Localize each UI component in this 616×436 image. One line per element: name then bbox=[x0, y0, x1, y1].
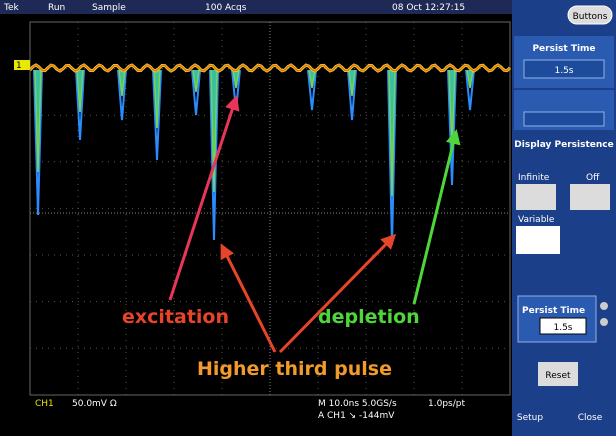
oscilloscope-screen: Tek Run Sample 100 Acqs 08 Oct 12:27:15 … bbox=[0, 0, 616, 436]
readout: A CH1 ↘ -144mV bbox=[318, 411, 395, 421]
readout: 1.0ps/pt bbox=[428, 399, 465, 409]
panel-label: Persist Time bbox=[522, 306, 585, 316]
status-text: Tek bbox=[3, 3, 20, 13]
button-text[interactable]: Setup bbox=[517, 413, 543, 423]
panel-value: 1.5s bbox=[554, 66, 573, 76]
status-text: Run bbox=[48, 3, 65, 13]
blank-field bbox=[524, 112, 604, 126]
status-text: Sample bbox=[92, 3, 126, 13]
knob-indicator bbox=[600, 302, 608, 310]
variable-button[interactable] bbox=[516, 226, 560, 254]
knob-indicator bbox=[600, 318, 608, 326]
readout: M 10.0ns 5.0GS/s bbox=[318, 399, 397, 409]
status-text: 08 Oct 12:27:15 bbox=[392, 3, 465, 13]
readout: CH1 bbox=[35, 399, 54, 409]
button-text[interactable]: Close bbox=[578, 413, 603, 423]
option-label: Variable bbox=[518, 215, 555, 225]
annotation: excitation bbox=[122, 306, 229, 328]
infinite-button[interactable] bbox=[516, 184, 556, 210]
button-text: Reset bbox=[545, 371, 571, 381]
panel-label: Persist Time bbox=[532, 44, 595, 54]
option-label: Infinite bbox=[518, 173, 550, 183]
readout: 50.0mV Ω bbox=[72, 399, 117, 409]
status-text: 100 Acqs bbox=[205, 3, 247, 13]
button-text: Buttons bbox=[573, 12, 608, 22]
option-label: Off bbox=[586, 173, 600, 183]
annotation: Higher third pulse bbox=[197, 358, 392, 380]
channel-marker-text: 1 bbox=[16, 61, 22, 71]
panel-value: 1.5s bbox=[553, 323, 572, 333]
off-button[interactable] bbox=[570, 184, 610, 210]
panel-label: Display Persistence bbox=[514, 140, 613, 150]
annotation: depletion bbox=[318, 306, 420, 328]
